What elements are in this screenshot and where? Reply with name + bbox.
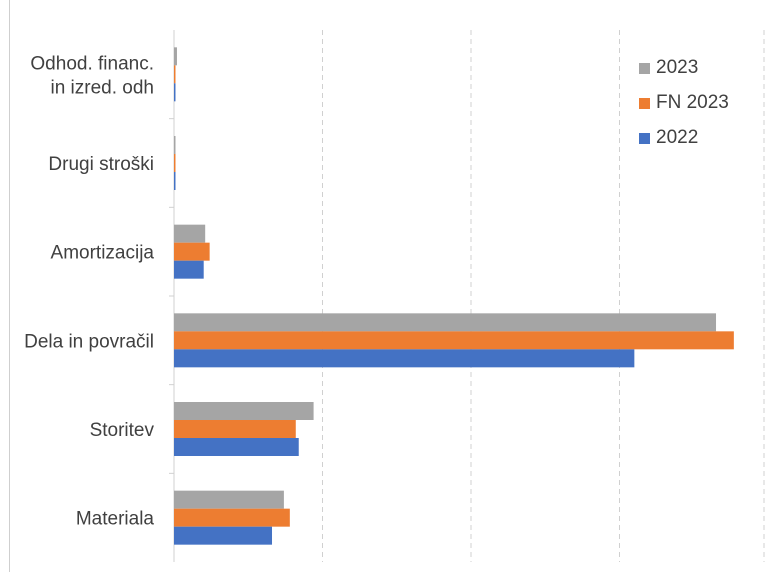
legend-label: FN 2023 [656,92,729,113]
bar [174,224,206,243]
bar [174,349,635,368]
bar [174,508,290,527]
bar [174,331,734,350]
category-label: Amortizacija [51,243,155,264]
bar [174,65,176,84]
frame-border [9,0,10,572]
bar [174,313,717,332]
category-label: Dela in povračil [24,331,154,352]
legend-label: 2022 [656,127,698,148]
bar [174,438,299,456]
bar [174,402,314,420]
category-label: Drugi stroški [48,154,154,175]
bar [174,172,176,190]
legend-swatch [639,63,650,74]
legend-label: 2023 [656,57,698,78]
category-label: Materiala [76,509,155,530]
category-label: Storitev [90,420,155,441]
bar [174,490,284,509]
bar [174,83,176,102]
bar [174,154,176,172]
category-label: in izred. odh [50,77,154,98]
bar [174,420,296,438]
bar [174,136,176,154]
category-label: Odhod. financ. [30,53,154,74]
legend-swatch [639,133,650,144]
bar [174,260,204,279]
bar [174,526,273,545]
bar [174,242,210,261]
bar [174,47,177,66]
legend-swatch [639,98,650,109]
